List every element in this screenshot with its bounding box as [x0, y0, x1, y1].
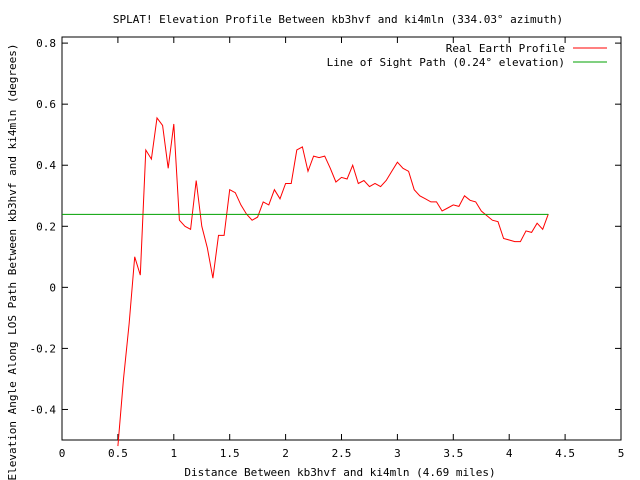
- x-tick-label: 4: [506, 447, 513, 460]
- x-tick-label: 2: [282, 447, 289, 460]
- x-tick-label: 1.5: [220, 447, 240, 460]
- axis-ticks: 0 0.5 1 1.5 2 2.5 3 3.5 4 4.5 5 -0.4 -0.2 0 0.2 0.4 0.6 0…: [30, 37, 625, 460]
- x-tick-label: 3.5: [443, 447, 463, 460]
- y-tick-label: -0.2: [30, 342, 57, 355]
- x-tick-label: 3: [394, 447, 401, 460]
- y-axis-label: Elevation Angle Along LOS Path Between k…: [6, 43, 19, 480]
- y-tick-label: 0.6: [36, 98, 56, 111]
- y-tick-label: -0.4: [30, 403, 57, 416]
- y-tick-label: 0: [49, 281, 56, 294]
- x-tick-label: 0: [59, 447, 66, 460]
- series-real-earth-profile: [117, 116, 549, 447]
- chart-title: SPLAT! Elevation Profile Between kb3hvf …: [113, 13, 563, 26]
- y-tick-label: 0.2: [36, 220, 56, 233]
- plot-frame: [61, 36, 622, 441]
- y-tick-label: 0.8: [36, 37, 56, 50]
- x-tick-label: 0.5: [108, 447, 128, 460]
- x-tick-label: 4.5: [555, 447, 575, 460]
- y-tick-label: 0.4: [36, 159, 56, 172]
- legend-label: Real Earth Profile: [446, 42, 565, 55]
- series-layer: [62, 116, 549, 447]
- x-tick-label: 5: [618, 447, 625, 460]
- x-tick-label: 2.5: [332, 447, 352, 460]
- x-axis-label: Distance Between kb3hvf and ki4mln (4.69…: [184, 466, 495, 479]
- legend-label: Line of Sight Path (0.24° elevation): [327, 56, 565, 69]
- x-tick-label: 1: [170, 447, 177, 460]
